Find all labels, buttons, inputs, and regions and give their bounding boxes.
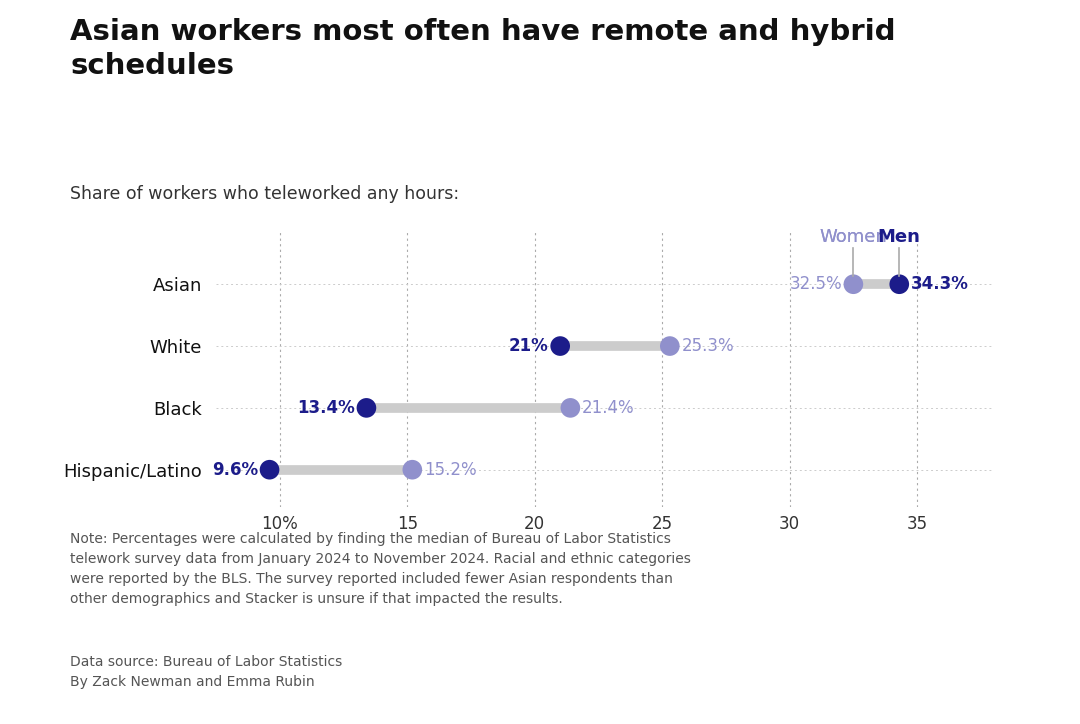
Point	[261, 464, 279, 476]
Text: 32.5%: 32.5%	[789, 275, 842, 293]
Point	[404, 464, 421, 476]
Point	[845, 279, 862, 290]
Text: Women: Women	[820, 228, 888, 246]
Point	[562, 402, 579, 413]
Point	[891, 279, 908, 290]
Text: 25.3%: 25.3%	[681, 337, 734, 355]
Text: Men: Men	[878, 228, 921, 246]
Point	[552, 340, 569, 352]
Text: Data source: Bureau of Labor Statistics
By Zack Newman and Emma Rubin: Data source: Bureau of Labor Statistics …	[70, 655, 342, 689]
Text: Share of workers who teleworked any hours:: Share of workers who teleworked any hour…	[70, 185, 459, 203]
Text: 15.2%: 15.2%	[423, 460, 476, 479]
Text: 21.4%: 21.4%	[582, 399, 634, 417]
Point	[661, 340, 678, 352]
Text: 9.6%: 9.6%	[212, 460, 258, 479]
Text: 34.3%: 34.3%	[910, 275, 969, 293]
Text: Note: Percentages were calculated by finding the median of Bureau of Labor Stati: Note: Percentages were calculated by fin…	[70, 532, 691, 606]
Point	[357, 402, 375, 413]
Text: 13.4%: 13.4%	[297, 399, 355, 417]
Text: 21%: 21%	[509, 337, 549, 355]
Text: Women: Women	[820, 228, 888, 246]
Text: Asian workers most often have remote and hybrid
schedules: Asian workers most often have remote and…	[70, 18, 895, 80]
